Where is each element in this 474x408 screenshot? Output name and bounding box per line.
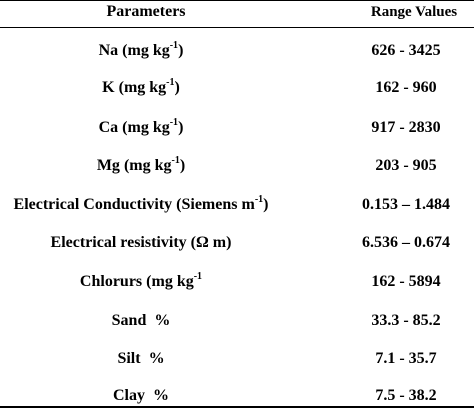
- header-parameters: Parameters: [106, 3, 186, 20]
- range-value: 626 - 3425: [371, 42, 441, 59]
- param-unit-close: ): [263, 196, 269, 213]
- param-unit: (mg kg: [122, 42, 170, 59]
- param-unit-exponent: -1: [169, 116, 179, 128]
- param-name: Na: [98, 42, 119, 59]
- param-unit-exponent: -1: [166, 76, 175, 88]
- range-value: 917 - 2830: [371, 119, 441, 136]
- table-row-chlorurs: Chlorurs (mg kg-1 162 - 5894: [0, 270, 474, 294]
- param-name: K: [102, 79, 115, 96]
- param-name: Ca: [98, 119, 119, 136]
- table-bottom-rule: [0, 406, 474, 408]
- table-row-clay: Clay % 7.5 - 38.2: [0, 384, 474, 408]
- table-row-na: Na (mg kg-1) 626 - 3425: [0, 39, 474, 63]
- table-row-electrical-resistivity: Electrical resistivity (Ω m) 6.536 – 0.6…: [0, 231, 474, 255]
- param-unit: %: [153, 387, 169, 404]
- param-cell: Ca (mg kg-1): [0, 116, 282, 140]
- range-value: 6.536 – 0.674: [362, 234, 450, 251]
- header-range-values: Range Values: [370, 4, 458, 20]
- param-unit: (mg kg: [123, 157, 172, 174]
- param-unit: (mg kg: [118, 79, 167, 96]
- param-cell: Na (mg kg-1): [0, 39, 282, 63]
- range-value: 7.1 - 35.7: [375, 350, 437, 367]
- param-cell: Clay %: [0, 384, 282, 408]
- param-unit-exponent: -1: [193, 270, 203, 282]
- param-unit-close: ): [178, 119, 184, 136]
- param-name: Clay: [113, 387, 145, 404]
- table-row-silt: Silt % 7.1 - 35.7: [0, 347, 474, 371]
- param-unit: %: [148, 350, 165, 367]
- param-unit-close: ): [178, 42, 184, 59]
- param-name: Silt: [117, 350, 141, 367]
- range-value: 0.153 – 1.484: [362, 196, 450, 213]
- param-unit: (mg kg: [146, 273, 194, 290]
- table-row-k: K (mg kg-1) 162 - 960: [0, 76, 474, 100]
- param-name: Electrical resistivity: [50, 234, 187, 251]
- range-value: 203 - 905: [375, 157, 437, 174]
- param-name: Electrical Conductivity: [13, 196, 173, 213]
- param-cell: Mg (mg kg-1): [0, 154, 282, 178]
- param-name: Mg: [96, 157, 120, 174]
- table-row-ca: Ca (mg kg-1) 917 - 2830: [0, 116, 474, 140]
- param-cell: Electrical resistivity (Ω m): [0, 231, 282, 255]
- param-name: Sand: [111, 312, 147, 329]
- param-unit: %: [154, 312, 171, 329]
- range-value: 162 - 960: [375, 79, 437, 96]
- table-row-electrical-conductivity: Electrical Conductivity (Siemens m-1) 0.…: [0, 193, 474, 217]
- param-cell: Chlorurs (mg kg-1: [0, 270, 282, 294]
- table-header-rule: [0, 27, 474, 28]
- param-cell: Silt %: [0, 347, 282, 371]
- param-name: Chlorurs: [79, 273, 143, 290]
- param-cell: Electrical Conductivity (Siemens m-1): [0, 193, 282, 217]
- range-value: 7.5 - 38.2: [375, 387, 437, 404]
- param-unit: (Siemens m: [176, 196, 255, 213]
- param-cell: K (mg kg-1): [0, 76, 282, 100]
- range-value: 162 - 5894: [371, 273, 441, 290]
- param-unit-exponent: -1: [169, 39, 179, 51]
- table-row-mg: Mg (mg kg-1) 203 - 905: [0, 154, 474, 178]
- range-value: 33.3 - 85.2: [371, 312, 441, 329]
- param-unit-close: ): [174, 79, 180, 96]
- param-unit-close: ): [179, 157, 186, 174]
- param-unit-exponent: -1: [254, 193, 264, 205]
- table-header-row: Parameters Range Values: [0, 0, 474, 24]
- param-unit-exponent: -1: [171, 154, 180, 166]
- param-unit: (Ω m): [190, 234, 232, 251]
- param-cell: Sand %: [0, 309, 282, 333]
- param-unit: (mg kg: [122, 119, 170, 136]
- table-top-rule: [0, 0, 474, 1]
- table-row-sand: Sand % 33.3 - 85.2: [0, 309, 474, 333]
